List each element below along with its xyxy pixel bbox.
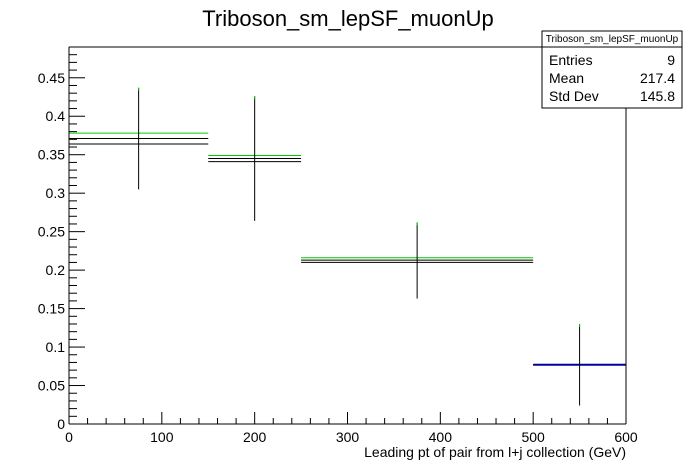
y-tick-label-5: 0.25 <box>38 224 65 240</box>
y-tick-label-4: 0.2 <box>46 262 66 278</box>
y-tick-label-6: 0.3 <box>46 185 66 201</box>
stats-mean-value: 217.4 <box>640 70 675 86</box>
x-tick-label-3: 300 <box>336 429 360 445</box>
stats-entries-label: Entries <box>549 52 593 68</box>
stats-stddev-value: 145.8 <box>640 88 675 104</box>
y-tick-label-9: 0.45 <box>38 70 65 86</box>
y-tick-label-2: 0.1 <box>46 339 66 355</box>
x-tick-label-2: 200 <box>243 429 267 445</box>
y-tick-label-8: 0.4 <box>46 108 66 124</box>
x-tick-label-5: 500 <box>521 429 545 445</box>
y-tick-label-3: 0.15 <box>38 301 65 317</box>
y-tick-label-1: 0.05 <box>38 378 65 394</box>
error-bars-layer <box>138 87 581 406</box>
x-tick-label-0: 0 <box>65 429 73 445</box>
chart-title: Triboson_sm_lepSF_muonUp <box>202 6 493 31</box>
x-tick-label-4: 400 <box>429 429 453 445</box>
stats-stddev-label: Std Dev <box>549 88 599 104</box>
y-tick-label-0: 0 <box>57 416 65 432</box>
stats-box-frame <box>541 30 683 109</box>
x-axis-label: Leading pt of pair from l+j collection (… <box>364 444 626 460</box>
stats-box-title: Triboson_sm_lepSF_muonUp <box>546 34 679 45</box>
x-tick-label-1: 100 <box>150 429 174 445</box>
ticks-layer: 0 100 200 300 400 500 600 0 0.05 0.1 0.15 0.2 0.25 0.… <box>38 46 638 445</box>
stats-mean-label: Mean <box>549 70 584 86</box>
x-tick-label-6: 600 <box>614 429 638 445</box>
series-layer <box>69 132 626 366</box>
stats-box: Triboson_sm_lepSF_muonUp Entries 9 Mean … <box>541 30 683 109</box>
y-tick-label-7: 0.35 <box>38 147 65 163</box>
stats-entries-value: 9 <box>667 52 675 68</box>
